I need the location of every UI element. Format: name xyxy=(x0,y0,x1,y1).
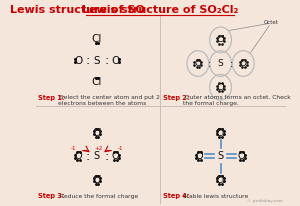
Text: Select the center atom and put 2
electrons between the atoms: Select the center atom and put 2 electro… xyxy=(58,95,160,106)
Text: Cl: Cl xyxy=(216,83,225,92)
Text: O: O xyxy=(194,59,201,68)
Text: O: O xyxy=(75,151,82,161)
Text: Cl: Cl xyxy=(216,128,225,138)
Text: O: O xyxy=(111,56,120,66)
Text: O: O xyxy=(238,151,245,161)
Text: :: : xyxy=(104,54,108,67)
Text: Reduce the formal charge: Reduce the formal charge xyxy=(58,194,138,199)
Text: Step 3:: Step 3: xyxy=(38,193,65,199)
Text: Cl: Cl xyxy=(92,175,102,185)
Text: :: : xyxy=(85,54,90,67)
Text: -1: -1 xyxy=(118,146,123,151)
Text: :: : xyxy=(104,150,108,163)
Text: Step 1:: Step 1: xyxy=(38,95,65,101)
Text: S: S xyxy=(218,151,224,161)
Text: Step 4:: Step 4: xyxy=(163,193,189,199)
Text: S: S xyxy=(218,59,224,68)
Text: Cl: Cl xyxy=(92,128,102,138)
Text: :: : xyxy=(85,150,90,163)
Text: S: S xyxy=(94,151,100,161)
Text: Octet: Octet xyxy=(264,20,279,25)
Text: Cl: Cl xyxy=(92,34,102,44)
Text: S: S xyxy=(94,56,100,66)
Text: Outer atoms forms an octet. Check
the formal charge.: Outer atoms forms an octet. Check the fo… xyxy=(183,95,290,106)
Text: Cl: Cl xyxy=(92,77,102,87)
Text: -1: -1 xyxy=(70,146,76,151)
Text: © pediabay.com: © pediabay.com xyxy=(247,199,283,203)
Text: Lewis structure of SO: Lewis structure of SO xyxy=(10,5,145,15)
Text: Step 2:: Step 2: xyxy=(163,95,189,101)
Text: Cl: Cl xyxy=(216,175,225,185)
Text: O: O xyxy=(240,59,247,68)
Text: O: O xyxy=(196,151,203,161)
Text: :: : xyxy=(208,59,211,69)
Text: Cl: Cl xyxy=(216,35,225,44)
Text: O: O xyxy=(74,56,83,66)
Text: Stable lewis structure: Stable lewis structure xyxy=(181,194,248,199)
Text: Lewis structure of SO₂Cl₂: Lewis structure of SO₂Cl₂ xyxy=(82,5,238,15)
Text: :: : xyxy=(230,59,233,69)
Text: +2: +2 xyxy=(94,146,103,151)
Text: O: O xyxy=(112,151,119,161)
